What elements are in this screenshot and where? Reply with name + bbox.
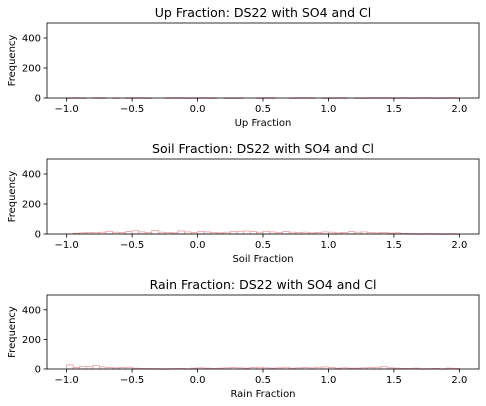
x-tick-label: 2.0 [451,240,467,251]
plot-frame [46,158,480,235]
x-tick-label: 0.5 [255,104,271,115]
y-tick-label: 0 [35,365,41,376]
subplot-1: −1.0 −0.5 0.0 0.5 1.0 1.5 2.0 0 200 400 Up Fractio… [7,5,480,129]
x-tick-label: 1.0 [321,375,337,386]
y-tick-label: 200 [22,200,41,211]
x-tick-label: −1.0 [54,104,78,115]
subplot-2: −1.0 −0.5 0.0 0.5 1.0 1.5 2.0 0 200 400 Soil Fract… [7,141,480,265]
plot-frame [46,294,480,370]
x-tick-label: −1.0 [54,240,78,251]
subplot-3: −1.0 −0.5 0.0 0.5 1.0 1.5 2.0 0 200 400 Rain Fract… [7,277,480,400]
x-tick-label: −0.5 [120,375,144,386]
plot-frame [46,22,480,99]
y-tick-label: 200 [22,64,41,75]
histogram-bar [105,230,113,235]
histogram-bar [92,365,100,370]
histogram-bar [151,229,159,235]
x-tick-label: 1.5 [386,375,402,386]
y-tick-label: 0 [35,94,41,105]
x-tick-label: 0.0 [190,104,206,115]
x-tick-label: 2.0 [451,104,467,115]
x-tick-label: −1.0 [54,375,78,386]
x-tick-label: −0.5 [120,240,144,251]
x-tick-label: 0.5 [255,375,271,386]
x-axis-label: Rain Fraction [230,389,295,400]
x-tick-label: 1.0 [321,240,337,251]
y-axis-label: Frequency [7,35,18,87]
histogram-bar [236,230,244,235]
histogram-bar [177,230,185,235]
x-tick-label: 1.0 [321,104,337,115]
histogram-bar [197,230,205,235]
histogram-bar [262,230,270,235]
x-tick-label: 0.5 [255,240,271,251]
y-tick-label: 400 [22,170,41,181]
histogram-bar [131,230,140,235]
x-axis-label: Soil Fraction [232,254,293,265]
y-tick-label: 200 [22,335,41,346]
chart-title: Up Fraction: DS22 with SO4 and Cl [155,5,371,20]
y-tick-label: 400 [22,305,41,316]
histogram-bar [66,364,74,370]
x-tick-label: 0.0 [190,375,206,386]
x-axis-label: Up Fraction [235,118,292,129]
x-tick-label: 1.5 [386,240,402,251]
x-tick-label: 1.5 [386,104,402,115]
x-tick-label: 0.0 [190,240,206,251]
y-axis-label: Frequency [7,171,18,223]
chart-title: Soil Fraction: DS22 with SO4 and Cl [152,141,374,156]
x-tick-label: −0.5 [120,104,144,115]
x-tick-label: 2.0 [451,375,467,386]
histogram-bar [242,230,251,235]
y-tick-label: 400 [22,34,41,45]
y-axis-label: Frequency [7,306,18,358]
chart-title: Rain Fraction: DS22 with SO4 and Cl [150,277,377,292]
y-tick-label: 0 [35,230,41,241]
